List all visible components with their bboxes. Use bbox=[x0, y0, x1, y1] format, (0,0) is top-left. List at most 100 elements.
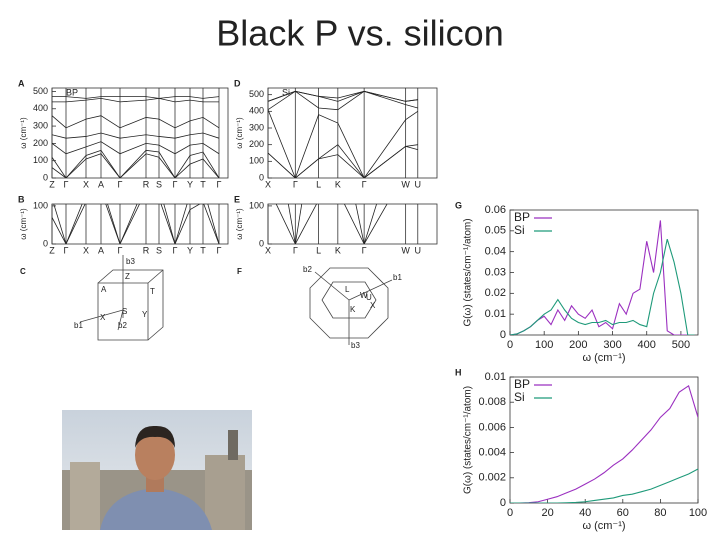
x-tick-label: 100 bbox=[689, 507, 707, 519]
panel-letter: D bbox=[234, 78, 241, 88]
y-axis-label: ω (cm⁻¹) bbox=[19, 208, 28, 240]
photo-building bbox=[205, 455, 245, 530]
panel-annotation: BP bbox=[66, 87, 78, 97]
x-tick-label: 20 bbox=[541, 507, 553, 519]
y-tick-label: 0.004 bbox=[478, 447, 506, 459]
x-tick-label: Z bbox=[49, 245, 55, 255]
x-tick-label: Γ bbox=[173, 245, 178, 255]
y-axis-label: G(ω) (states/cm⁻¹/atom) bbox=[463, 386, 474, 494]
series-line bbox=[52, 149, 220, 178]
y-tick-label: 300 bbox=[33, 120, 48, 130]
series-line bbox=[52, 132, 220, 139]
series-line bbox=[52, 96, 220, 99]
label: T bbox=[150, 287, 155, 296]
y-tick-label: 0 bbox=[500, 497, 506, 509]
photo-building bbox=[70, 462, 100, 530]
y-tick-label: 0.01 bbox=[485, 371, 506, 383]
label: Y bbox=[142, 310, 148, 319]
x-tick-label: Γ bbox=[173, 179, 178, 189]
y-tick-label: 0 bbox=[259, 238, 264, 248]
x-tick-label: Γ bbox=[293, 179, 298, 189]
series-line bbox=[510, 239, 695, 335]
label: b2 bbox=[118, 321, 127, 330]
series-line bbox=[268, 144, 418, 178]
legend-label: Si bbox=[514, 390, 525, 404]
y-tick-label: 0.02 bbox=[485, 287, 506, 299]
y-axis-label: ω (cm⁻¹) bbox=[235, 208, 244, 240]
y-tick-label: 0 bbox=[259, 172, 264, 182]
y-tick-label: 500 bbox=[249, 89, 264, 99]
label: S bbox=[122, 307, 127, 316]
x-tick-label: T bbox=[200, 245, 206, 255]
label: b3 bbox=[126, 257, 135, 266]
series-line bbox=[52, 204, 220, 244]
x-tick-label: 60 bbox=[617, 507, 629, 519]
y-tick-label: 0.002 bbox=[478, 472, 506, 484]
label: A bbox=[101, 285, 107, 294]
x-tick-label: X bbox=[83, 179, 89, 189]
x-tick-label: R bbox=[143, 179, 150, 189]
x-tick-label: Γ bbox=[293, 245, 298, 255]
label: W bbox=[360, 291, 368, 300]
y-tick-label: 0.006 bbox=[478, 421, 506, 433]
zone-face bbox=[321, 281, 377, 319]
x-tick-label: K bbox=[335, 245, 341, 255]
x-tick-label: Y bbox=[187, 179, 193, 189]
legend-label: BP bbox=[514, 377, 530, 391]
series-line bbox=[268, 109, 418, 178]
x-tick-label: A bbox=[98, 245, 104, 255]
x-tick-label: Γ bbox=[217, 179, 222, 189]
photo bbox=[62, 410, 252, 530]
x-tick-label: S bbox=[156, 245, 162, 255]
x-tick-label: R bbox=[143, 245, 150, 255]
x-tick-label: U bbox=[415, 245, 422, 255]
label: b3 bbox=[351, 341, 360, 350]
series-line bbox=[510, 384, 698, 503]
x-tick-label: 80 bbox=[654, 507, 666, 519]
label: b1 bbox=[74, 321, 83, 330]
legend-label: BP bbox=[514, 210, 530, 224]
label: b2 bbox=[303, 265, 312, 274]
x-tick-label: X bbox=[265, 245, 271, 255]
x-axis-label: ω (cm⁻¹) bbox=[582, 520, 625, 532]
box-edge bbox=[147, 269, 164, 284]
y-axis-label: G(ω) (states/cm⁻¹/atom) bbox=[463, 218, 474, 326]
series-line bbox=[52, 141, 220, 155]
series-line bbox=[510, 468, 698, 503]
x-axis-label: ω (cm⁻¹) bbox=[582, 352, 625, 364]
x-tick-label: 100 bbox=[535, 339, 553, 351]
slide-title: Black P vs. silicon bbox=[216, 13, 503, 54]
brillouin-zone-si: F b3 b2 b1 L W K X U bbox=[237, 265, 402, 350]
x-tick-label: L bbox=[316, 245, 321, 255]
panel-letter: H bbox=[455, 367, 462, 377]
y-tick-label: 200 bbox=[33, 138, 48, 148]
y-tick-label: 100 bbox=[249, 156, 264, 166]
label: b1 bbox=[393, 273, 402, 282]
x-tick-label: Γ bbox=[64, 245, 69, 255]
series-line bbox=[52, 153, 220, 178]
label: K bbox=[350, 305, 356, 314]
panel-letter: E bbox=[234, 194, 240, 204]
photo-hair bbox=[135, 425, 175, 448]
y-tick-label: 100 bbox=[33, 155, 48, 165]
x-tick-label: L bbox=[316, 179, 321, 189]
x-tick-label: Y bbox=[187, 245, 193, 255]
y-tick-label: 0 bbox=[500, 329, 506, 341]
x-tick-label: 0 bbox=[507, 507, 513, 519]
axis-b1 bbox=[79, 309, 124, 323]
y-tick-label: 0 bbox=[43, 238, 48, 248]
y-tick-label: 100 bbox=[33, 200, 48, 210]
y-tick-label: 200 bbox=[249, 139, 264, 149]
x-tick-label: Γ bbox=[118, 245, 123, 255]
brillouin-zone-bp: C b3 Z T A X S Y b1 b2 bbox=[20, 255, 164, 341]
label: X bbox=[370, 301, 376, 310]
zone-outline bbox=[309, 267, 389, 339]
y-tick-label: 0.01 bbox=[485, 308, 506, 320]
x-tick-label: W bbox=[401, 179, 410, 189]
panel-letter: B bbox=[18, 194, 25, 204]
x-tick-label: S bbox=[156, 179, 162, 189]
y-tick-label: 0 bbox=[43, 172, 48, 182]
panel-letter: C bbox=[20, 267, 26, 276]
x-tick-label: 500 bbox=[672, 339, 690, 351]
